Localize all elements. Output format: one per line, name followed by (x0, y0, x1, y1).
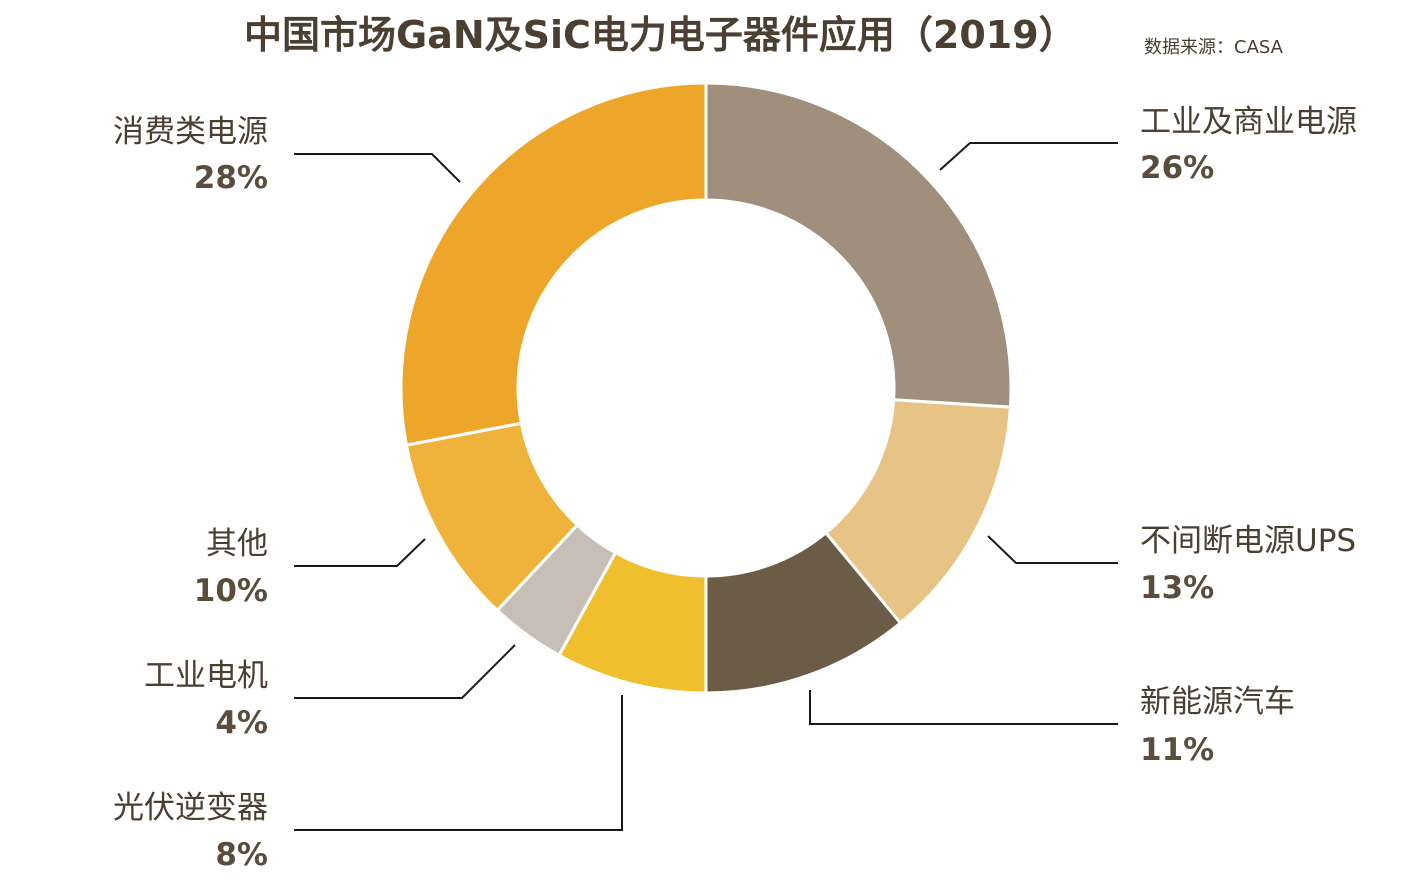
slice-labels: 工业及商业电源 26% 不间断电源UPS 13% 新能源汽车 11% 光伏逆变器 8% 工业电机… (113, 104, 1357, 873)
chart-source: 数据来源：CASA (1144, 37, 1284, 58)
leader-line-1 (939, 142, 1118, 171)
leader-lines (294, 142, 1118, 831)
slice-label-name-4: 光伏逆变器 (113, 790, 268, 826)
leader-line-7 (294, 153, 461, 183)
leader-line-6 (294, 538, 426, 567)
slice-label-value-1: 26% (1140, 150, 1214, 186)
slice-1 (704, 81, 1013, 409)
slice-7 (399, 81, 708, 447)
slice-label-name-5: 工业电机 (144, 658, 268, 694)
slice-label-name-6: 其他 (206, 526, 268, 562)
slice-label-value-3: 11% (1140, 732, 1214, 768)
slice-label-name-7: 消费类电源 (113, 114, 268, 150)
slice-label-name-3: 新能源汽车 (1140, 684, 1295, 720)
leader-line-4 (294, 695, 623, 831)
slice-label-value-7: 28% (194, 160, 268, 196)
leader-line-3 (809, 690, 1118, 725)
leader-line-5 (294, 644, 516, 699)
slice-label-value-2: 13% (1140, 570, 1214, 606)
slice-label-value-5: 4% (215, 705, 268, 741)
slice-label-value-6: 10% (194, 573, 268, 609)
slice-label-name-1: 工业及商业电源 (1140, 104, 1357, 140)
slice-label-value-4: 8% (215, 837, 268, 873)
slice-label-name-2: 不间断电源UPS (1140, 523, 1356, 559)
donut-slices (399, 81, 1013, 695)
leader-line-2 (987, 535, 1118, 564)
chart-title: 中国市场GaN及SiC电力电子器件应用（2019） (244, 13, 1077, 57)
